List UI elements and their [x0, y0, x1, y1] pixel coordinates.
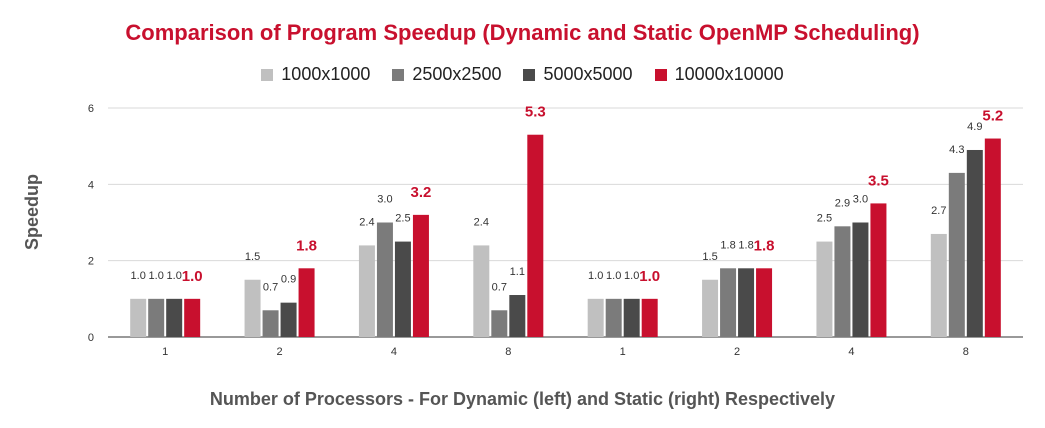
legend-swatch-10000 — [654, 68, 667, 81]
data-label: 3.2 — [411, 184, 432, 201]
bar — [376, 222, 393, 337]
data-label: 1.0 — [588, 270, 603, 282]
legend-label-5000: 5000x5000 — [543, 64, 633, 84]
data-label: 1.8 — [720, 239, 735, 251]
bar — [527, 134, 544, 337]
legend-swatch-5000 — [523, 68, 536, 81]
bar — [412, 214, 429, 337]
bar — [984, 138, 1001, 337]
bar — [166, 298, 183, 337]
data-label: 1.0 — [639, 268, 660, 285]
data-label: 2.5 — [395, 213, 410, 225]
data-label: 1.8 — [738, 239, 753, 251]
data-label: 2.9 — [835, 197, 850, 209]
bar — [509, 295, 526, 337]
legend-item-5000: 5000x5000 — [523, 64, 633, 85]
data-label: 2.5 — [817, 213, 832, 225]
data-label: 1.0 — [149, 270, 164, 282]
x-tick-label: 8 — [505, 346, 511, 358]
x-tick-label: 2 — [277, 346, 283, 358]
bar — [930, 233, 947, 337]
x-tick-label: 2 — [734, 346, 740, 358]
data-label: 4.9 — [967, 121, 982, 133]
data-label: 4.3 — [949, 144, 964, 156]
bar — [834, 226, 851, 337]
y-tick-label: 2 — [88, 256, 94, 268]
x-tick-label: 1 — [620, 346, 626, 358]
legend-item-2500: 2500x2500 — [392, 64, 501, 85]
data-label: 1.8 — [754, 237, 775, 254]
data-label: 0.9 — [281, 274, 296, 286]
bar — [358, 245, 375, 337]
y-tick-label: 0 — [88, 332, 94, 344]
y-tick-label: 4 — [88, 179, 94, 191]
data-label: 1.0 — [606, 270, 621, 282]
x-tick-label: 4 — [391, 346, 397, 358]
data-label: 1.0 — [167, 270, 182, 282]
legend-label-1000: 1000x1000 — [281, 64, 371, 84]
data-label: 3.0 — [377, 194, 392, 206]
bar — [148, 298, 165, 337]
chart-title: Comparison of Program Speedup (Dynamic a… — [125, 20, 920, 45]
bar — [852, 222, 869, 337]
bar — [587, 298, 604, 337]
data-label: 0.7 — [263, 281, 278, 293]
bar — [244, 279, 261, 337]
x-tick-label: 1 — [162, 346, 168, 358]
data-label: 0.7 — [492, 281, 507, 293]
data-label: 2.4 — [474, 216, 489, 228]
bar — [623, 298, 640, 337]
bar — [870, 203, 887, 337]
data-label: 1.1 — [510, 266, 525, 278]
x-tick-label: 8 — [963, 346, 969, 358]
legend-swatch-1000 — [261, 68, 274, 81]
bar — [738, 268, 755, 337]
legend-label-10000: 10000x10000 — [674, 64, 784, 84]
bar — [298, 268, 315, 337]
data-label: 3.5 — [868, 172, 889, 189]
bar — [491, 310, 508, 337]
bar — [605, 298, 622, 337]
bar — [473, 245, 490, 337]
bar — [280, 302, 297, 337]
legend-item-10000: 10000x10000 — [654, 64, 784, 85]
data-label: 1.0 — [131, 270, 146, 282]
bar — [756, 268, 773, 337]
data-label: 5.3 — [525, 104, 546, 121]
bar — [130, 298, 147, 337]
y-tick-label: 6 — [88, 103, 94, 115]
legend-swatch-2500 — [392, 68, 405, 81]
data-label: 2.4 — [359, 216, 374, 228]
bar — [394, 241, 411, 337]
bar — [702, 279, 719, 337]
x-tick-label: 4 — [848, 346, 854, 358]
data-label: 2.7 — [931, 205, 946, 217]
data-label: 1.8 — [296, 237, 317, 254]
data-label: 1.5 — [245, 251, 260, 263]
legend: 1000x1000 2500x2500 5000x5000 10000x1000… — [0, 64, 1045, 85]
legend-label-2500: 2500x2500 — [412, 64, 502, 84]
data-label: 1.0 — [182, 268, 203, 285]
data-label: 1.5 — [702, 251, 717, 263]
bar — [720, 268, 737, 337]
bar — [966, 149, 983, 337]
bar — [948, 172, 965, 337]
bar — [641, 298, 658, 337]
legend-item-1000: 1000x1000 — [261, 64, 370, 85]
x-axis-label: Number of Processors - For Dynamic (left… — [209, 389, 836, 409]
data-label: 1.0 — [624, 270, 639, 282]
bar — [262, 310, 279, 337]
data-label: 5.2 — [982, 108, 1003, 125]
data-label: 3.0 — [853, 194, 868, 206]
bar — [184, 298, 201, 337]
bar — [816, 241, 833, 337]
